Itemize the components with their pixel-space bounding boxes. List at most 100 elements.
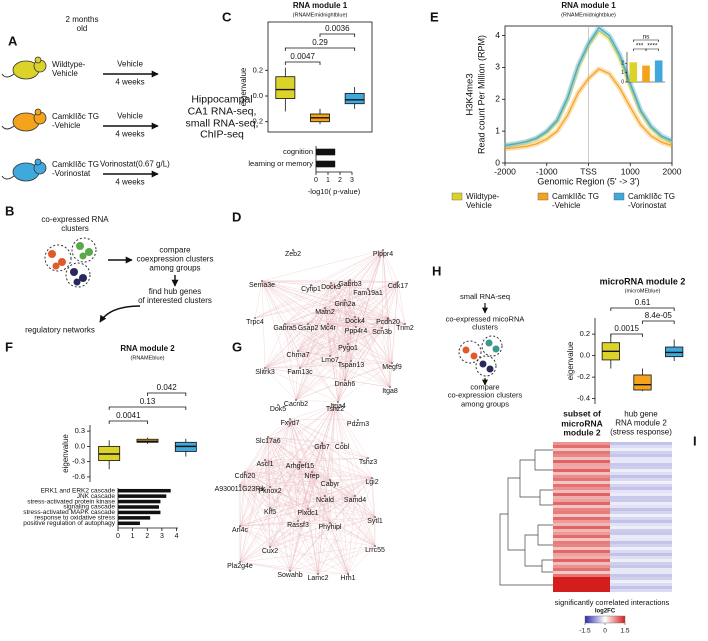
network-edge: [324, 495, 376, 547]
network-node: [239, 484, 241, 486]
heatmap-cell: [610, 457, 672, 460]
mouse-icon: [1, 56, 47, 80]
p-value: 0.13: [140, 397, 156, 406]
network-edge: [344, 316, 356, 381]
outcome-label: Hippocampal CA1 RNA-seq, small RNA-seq, …: [185, 93, 259, 141]
cluster-node: [485, 339, 493, 347]
network-edge: [337, 379, 346, 403]
heatmap-cell: [553, 580, 610, 583]
network-edge: [297, 327, 383, 352]
x-tick-label: 1000: [621, 166, 640, 176]
network-node: [344, 299, 346, 301]
panel-label: E: [430, 9, 439, 24]
cluster-outline: [71, 237, 97, 263]
heatmap-cell: [553, 556, 610, 559]
network-edge: [284, 323, 346, 381]
heatmap-cell: [553, 589, 610, 592]
network-node: [264, 367, 266, 369]
y-tick-label: 0.0: [75, 441, 85, 450]
network-edge: [289, 461, 301, 572]
network-edge: [299, 360, 352, 369]
heatmap-cell: [610, 469, 672, 472]
heatmap-cell: [553, 571, 610, 574]
network-edge: [284, 323, 393, 364]
heatmap-cell: [553, 526, 610, 529]
network-edge: [299, 281, 399, 369]
network-edge: [347, 516, 376, 575]
heatmap-cell: [610, 550, 672, 553]
category-label: positive regulation of autophagy: [23, 520, 116, 527]
heatmap-cell: [553, 487, 610, 490]
network-edge: [261, 280, 301, 369]
mouse-tail: [1, 125, 15, 130]
bar: [316, 148, 336, 156]
dendrogram-branch: [539, 489, 553, 506]
network-edge: [321, 442, 356, 497]
dendrogram-branch: [519, 459, 540, 498]
caption: significantly correlated interactions: [555, 598, 670, 607]
series-line: [504, 68, 673, 150]
network-edge: [327, 282, 332, 325]
network-edge: [307, 281, 399, 325]
network-edge: [289, 418, 359, 421]
cluster-node: [486, 365, 494, 373]
x-tick-label: 2000: [663, 166, 682, 176]
network-edge: [344, 299, 356, 318]
arrow: [99, 305, 141, 323]
node-label: Phyhipl: [319, 524, 342, 531]
p-value: 0.0047: [290, 52, 315, 61]
heatmap-cell: [553, 499, 610, 502]
heatmap-cell: [610, 547, 672, 550]
node-label: Fxyd7: [280, 420, 299, 427]
diagram-label: small RNA-seq: [459, 291, 511, 301]
network-edge: [321, 442, 349, 575]
network-edge: [264, 459, 271, 509]
network-edge: [244, 471, 376, 547]
network-edge: [239, 484, 291, 572]
heatmap-cell: [610, 511, 672, 514]
network-edge: [297, 317, 389, 352]
node-label: Lamc2: [307, 575, 328, 582]
network-edge: [284, 323, 383, 329]
network-edge: [289, 495, 356, 572]
network-edge: [239, 545, 376, 563]
network-node: [374, 516, 376, 518]
network-node: [355, 326, 357, 328]
network-edge: [297, 350, 339, 403]
network-edge: [239, 477, 373, 563]
heatmap-cell: [610, 472, 672, 475]
network-node: [299, 461, 301, 463]
heatmap-cell: [610, 493, 672, 496]
dendrogram-branch: [499, 513, 553, 586]
significance-bracket: [147, 392, 187, 396]
network-edge: [334, 404, 376, 518]
significance-bracket: [284, 61, 321, 65]
network-edge: [295, 343, 349, 401]
node-label: Plppr4: [373, 251, 393, 258]
heatmap-cell: [610, 589, 672, 592]
network-edge: [244, 418, 291, 473]
diagram-label: regulatory networks: [25, 325, 95, 335]
significance-label: ****: [647, 43, 658, 50]
node-label: Fam13c: [287, 369, 313, 376]
heatmap-cell: [610, 571, 672, 574]
node-label: Dock9: [321, 284, 341, 291]
network-edge: [261, 279, 351, 282]
panel-label: D: [232, 209, 241, 224]
network-edge: [381, 327, 393, 364]
cluster-node: [73, 278, 81, 286]
heatmap-cell: [553, 460, 610, 463]
category-label: stress-activated MAPK cascade: [23, 509, 115, 516]
network-node: [299, 367, 301, 369]
heatmap-cell: [553, 568, 610, 571]
network-edge: [284, 316, 356, 325]
significance-bracket: [642, 320, 675, 324]
network-edge: [350, 327, 383, 362]
heatmap-cell: [553, 457, 610, 460]
p-value: 0.0041: [116, 411, 141, 420]
network-edge: [289, 477, 373, 572]
chart-title: RNA module 1: [293, 1, 348, 10]
colorbar-tick-label: -1.5: [579, 628, 591, 635]
network-edge: [330, 281, 399, 284]
